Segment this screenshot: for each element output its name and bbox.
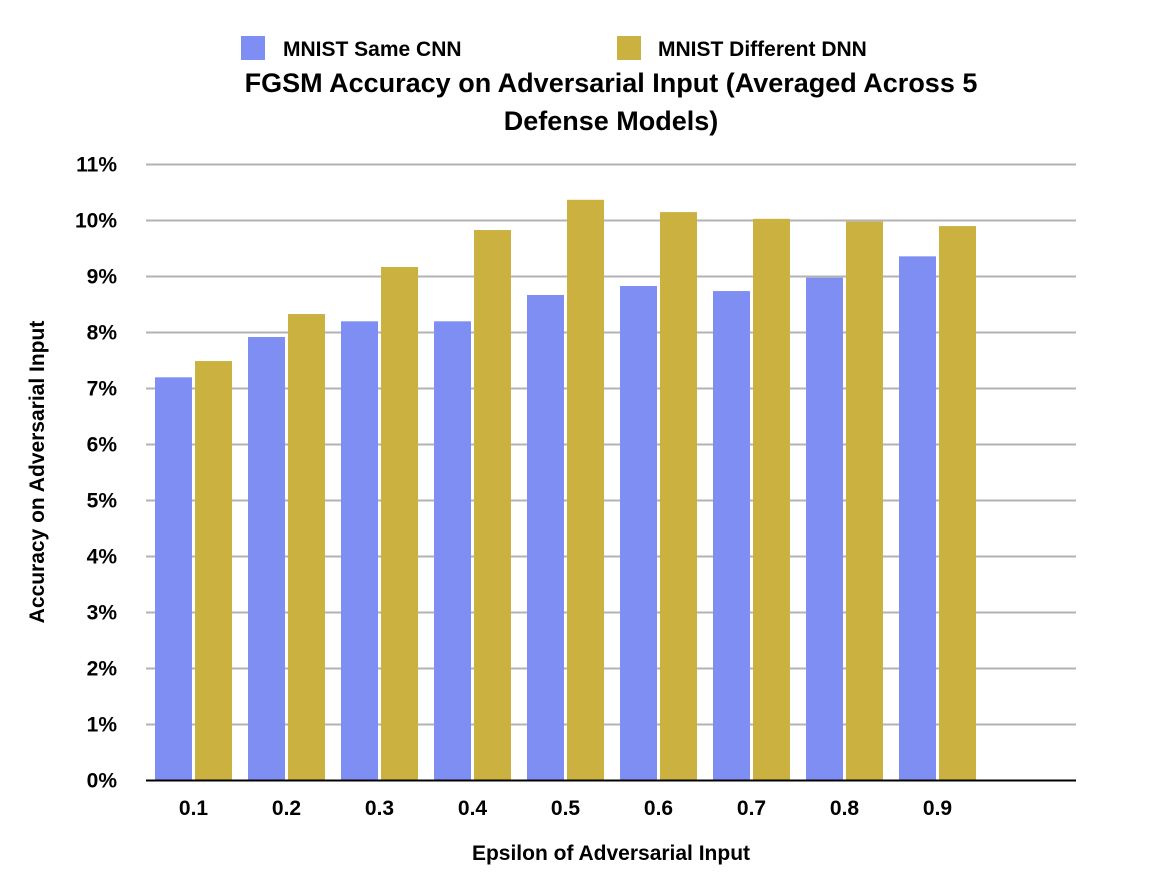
y-tick-label: 5% (87, 490, 118, 513)
bars (155, 199, 976, 781)
y-tick-label: 2% (87, 658, 118, 681)
legend-swatch-mnist-different-dnn (617, 36, 641, 60)
x-tick-label: 0.4 (458, 797, 488, 820)
y-axis-ticks: 0% 1% 2% 3% 4% 5% 6% 7% 8% 9% 10% 11% (75, 154, 117, 793)
bar-mnist-same-cnn-0.1 (155, 377, 192, 781)
legend-label-mnist-different-dnn: MNIST Different DNN (658, 38, 867, 61)
bar-mnist-same-cnn-0.3 (341, 321, 378, 781)
bar-mnist-same-cnn-0.7 (713, 291, 750, 781)
x-axis-ticks: 0.1 0.2 0.3 0.4 0.5 0.6 0.7 0.8 0.9 (179, 797, 952, 820)
x-axis-label: Epsilon of Adversarial Input (472, 842, 750, 865)
bar-mnist-different-dnn-0.9 (939, 226, 976, 781)
bar-mnist-different-dnn-0.3 (381, 266, 418, 781)
y-tick-label: 9% (87, 266, 118, 289)
gridlines (146, 163, 1076, 726)
bar-mnist-different-dnn-0.2 (288, 314, 325, 781)
bar-mnist-same-cnn-0.4 (434, 321, 471, 781)
y-tick-label: 11% (76, 154, 117, 177)
x-tick-label: 0.5 (551, 797, 581, 820)
bar-mnist-different-dnn-0.1 (195, 361, 232, 781)
bar-mnist-same-cnn-0.6 (620, 286, 657, 781)
chart-title-line-1: FGSM Accuracy on Adversarial Input (Aver… (245, 68, 978, 98)
x-tick-label: 0.6 (644, 797, 673, 820)
legend-swatch-mnist-same-cnn (241, 36, 265, 60)
bar-mnist-different-dnn-0.4 (474, 230, 511, 781)
legend-label-mnist-same-cnn: MNIST Same CNN (283, 38, 462, 61)
bar-mnist-same-cnn-0.8 (806, 277, 843, 781)
x-tick-label: 0.1 (179, 797, 209, 820)
chart-title-line-2: Defense Models) (504, 106, 719, 136)
y-tick-label: 10% (75, 210, 117, 233)
x-tick-label: 0.8 (830, 797, 860, 820)
bar-mnist-different-dnn-0.6 (660, 212, 697, 781)
y-tick-label: 7% (87, 378, 118, 401)
y-tick-label: 0% (87, 770, 118, 793)
y-tick-label: 6% (87, 434, 118, 457)
y-tick-label: 3% (87, 602, 118, 625)
bar-mnist-same-cnn-0.2 (248, 336, 285, 781)
bar-mnist-different-dnn-0.5 (567, 199, 604, 781)
chart-title: FGSM Accuracy on Adversarial Input (Aver… (245, 68, 978, 136)
x-tick-label: 0.3 (365, 797, 394, 820)
y-tick-label: 1% (87, 714, 118, 737)
x-tick-label: 0.9 (923, 797, 952, 820)
y-axis-label: Accuracy on Adversarial Input (26, 321, 49, 624)
legend: MNIST Same CNN MNIST Different DNN (241, 36, 867, 61)
y-tick-label: 8% (87, 322, 118, 345)
bar-mnist-different-dnn-0.7 (753, 218, 790, 781)
bar-mnist-same-cnn-0.5 (527, 294, 564, 781)
y-tick-label: 4% (87, 546, 118, 569)
x-tick-label: 0.7 (737, 797, 766, 820)
bar-mnist-different-dnn-0.8 (846, 221, 883, 781)
bar-mnist-same-cnn-0.9 (899, 256, 936, 781)
x-tick-label: 0.2 (272, 797, 301, 820)
